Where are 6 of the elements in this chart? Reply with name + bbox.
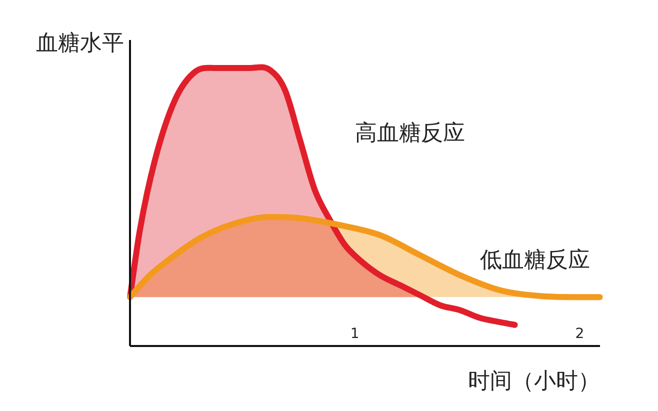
x-tick-label: 1 [350,326,360,342]
x-tick-label: 2 [575,326,584,342]
x-axis-title: 时间（小时） [468,369,600,394]
series-label: 低血糖反应 [480,248,590,274]
text: 高血糖反应 [355,121,466,146]
y-axis-title: 血糖水平 [36,31,124,56]
